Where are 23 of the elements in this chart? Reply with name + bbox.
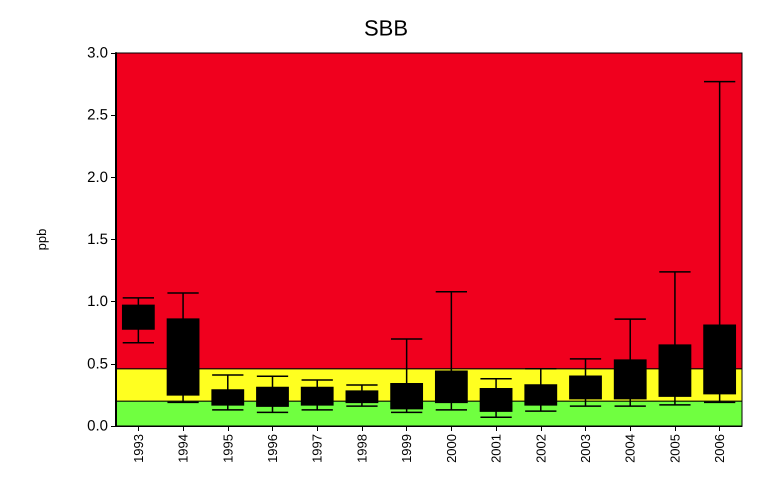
x-tick-label: 1993 [130,434,146,463]
y-tick-label: 0.0 [87,418,108,434]
x-tick-label: 2006 [712,434,728,463]
x-tick-label: 1994 [176,434,191,463]
x-tick-label: 1998 [354,434,370,463]
x-tick-label: 2000 [444,434,459,463]
y-axis-title: ppb [34,228,49,250]
y-tick-label: 1.5 [87,231,108,248]
x-tick-label: 1996 [265,434,280,463]
x-tick-label: 1995 [220,434,236,463]
y-tick-label: 0.5 [87,355,108,372]
chart-title: SBB [364,16,408,40]
x-tick-label: 2004 [622,434,638,463]
y-tick-label: 1.0 [87,293,108,310]
y-tick-label: 2.5 [87,106,108,124]
y-tick-label: 3.0 [87,44,108,62]
x-tick-label: 1999 [399,434,414,463]
x-tick-label: 2002 [533,434,548,463]
x-tick-label: 1997 [310,434,325,463]
x-tick-label: 2005 [667,434,682,463]
x-tick-label: 2001 [488,434,504,463]
y-tick-label: 2.0 [87,168,108,186]
x-tick-label: 2003 [578,434,593,463]
